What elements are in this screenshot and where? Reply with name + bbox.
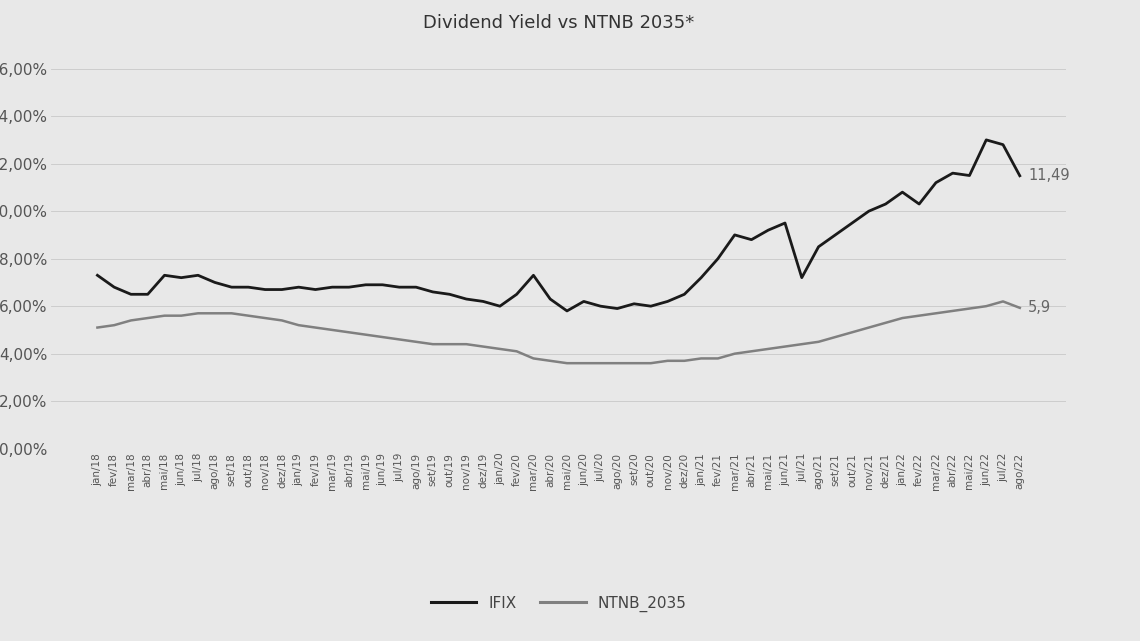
NTNB_2035 xyxy=(627,360,641,367)
NTNB_2035 xyxy=(90,324,104,331)
NTNB_2035 xyxy=(812,338,825,345)
NTNB_2035 xyxy=(107,321,121,329)
Text: 11,49: 11,49 xyxy=(1028,168,1069,183)
IFIX xyxy=(711,255,725,263)
IFIX xyxy=(812,243,825,251)
IFIX xyxy=(90,271,104,279)
IFIX xyxy=(979,136,993,144)
IFIX xyxy=(1013,172,1027,179)
Text: 5,9: 5,9 xyxy=(1028,301,1051,315)
Line: IFIX: IFIX xyxy=(97,140,1020,311)
NTNB_2035 xyxy=(711,354,725,362)
NTNB_2035 xyxy=(1013,304,1027,312)
NTNB_2035 xyxy=(426,340,440,348)
Line: NTNB_2035: NTNB_2035 xyxy=(97,301,1020,363)
NTNB_2035 xyxy=(560,360,573,367)
IFIX xyxy=(426,288,440,296)
NTNB_2035 xyxy=(677,357,691,365)
IFIX xyxy=(560,307,573,315)
IFIX xyxy=(677,290,691,298)
IFIX xyxy=(107,283,121,291)
Legend: IFIX, NTNB_2035: IFIX, NTNB_2035 xyxy=(424,590,693,619)
IFIX xyxy=(627,300,641,308)
NTNB_2035 xyxy=(996,297,1010,305)
Title: Dividend Yield vs NTNB 2035*: Dividend Yield vs NTNB 2035* xyxy=(423,14,694,32)
